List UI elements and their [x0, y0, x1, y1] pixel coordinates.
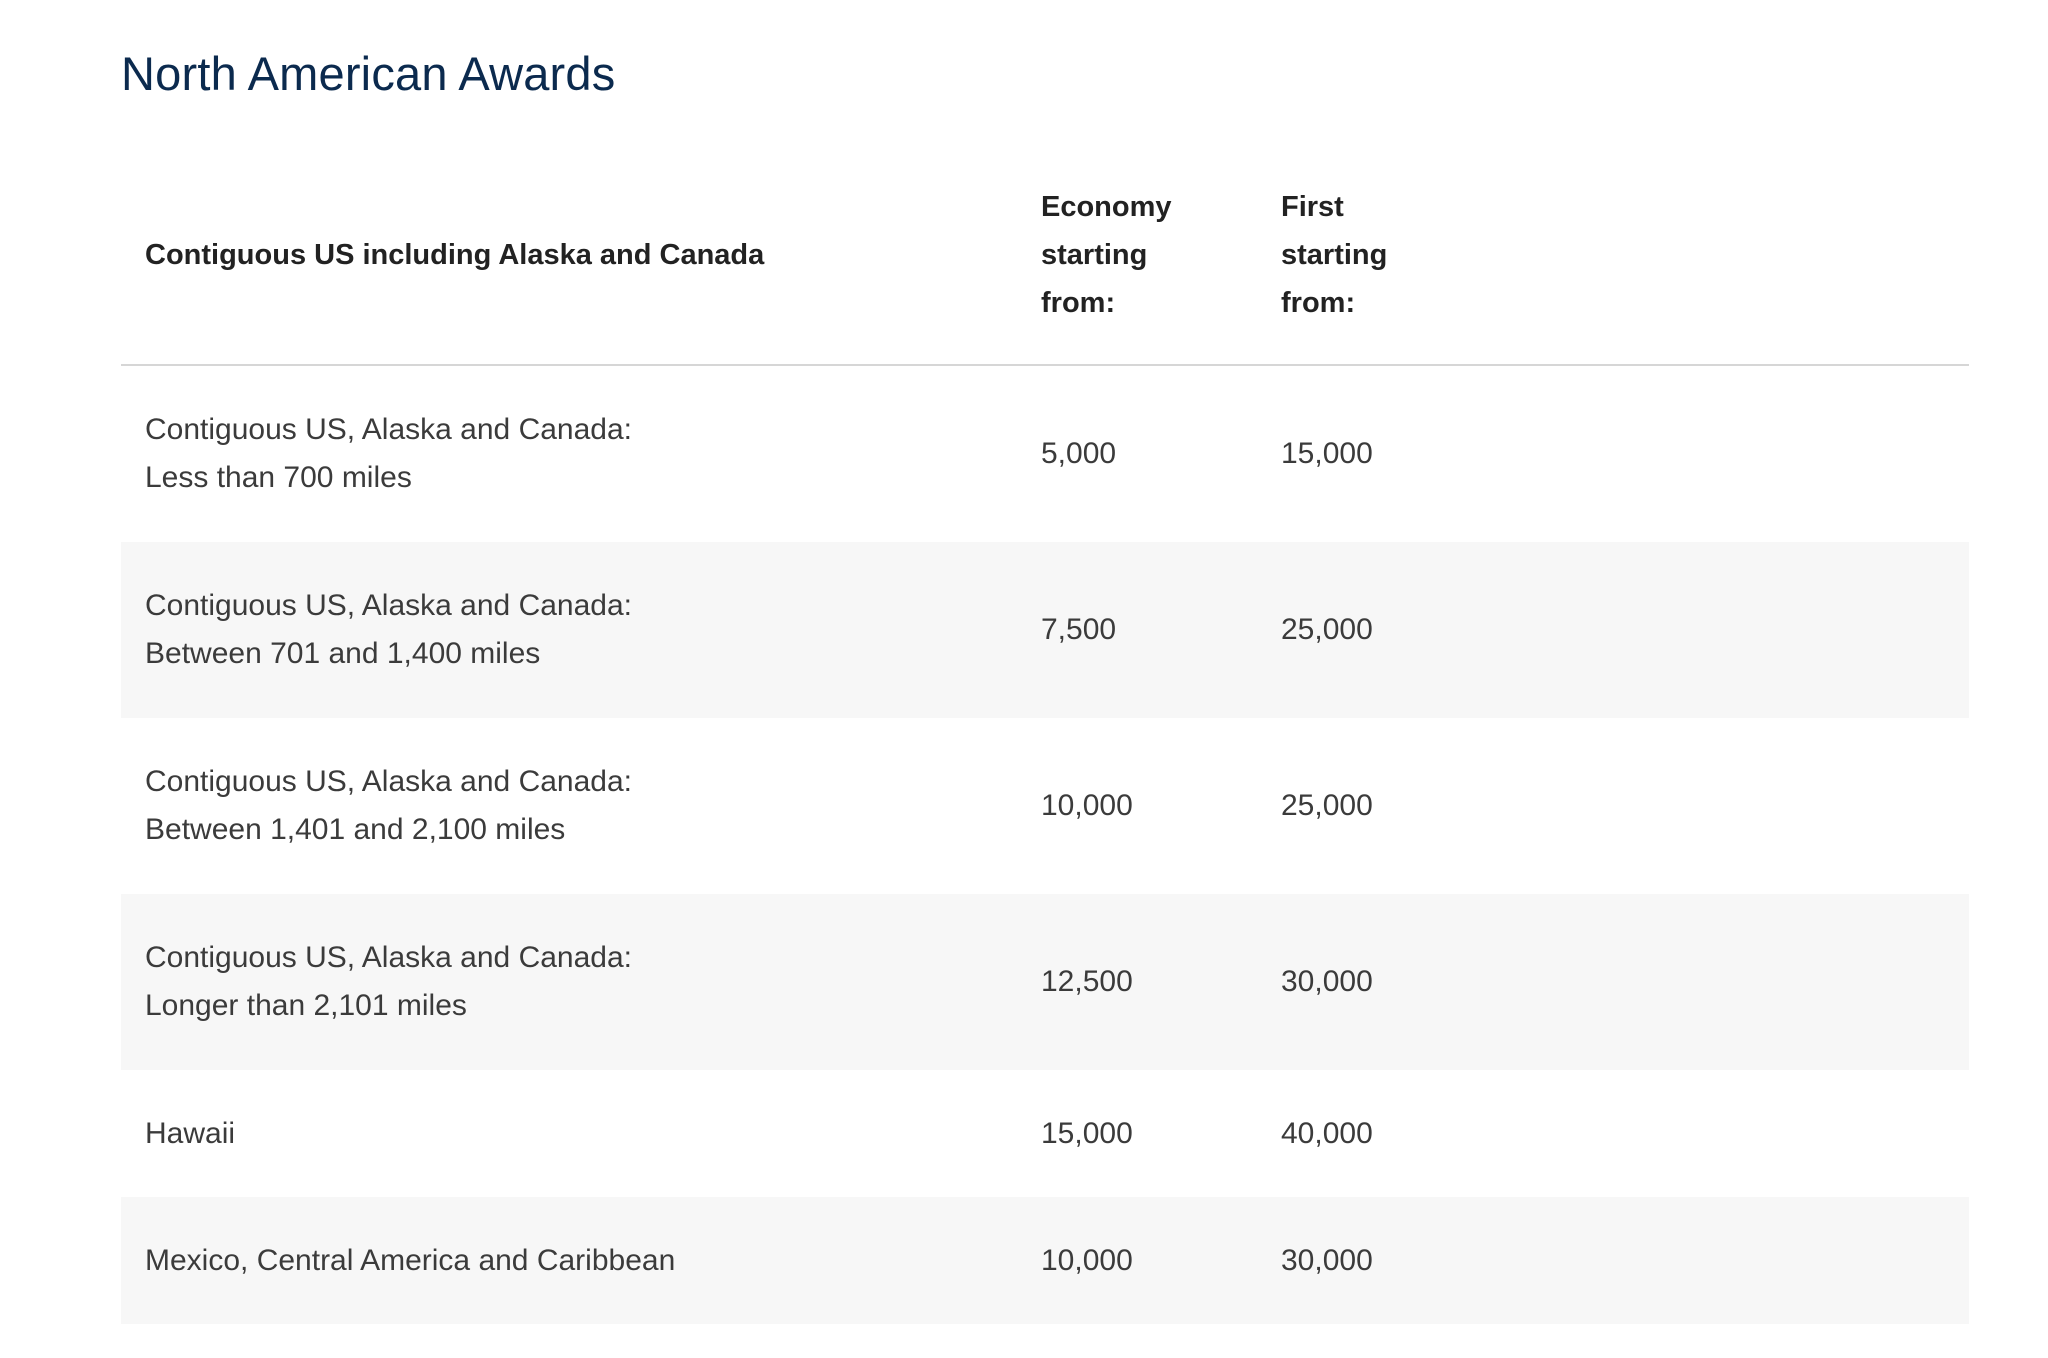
table-row: Contiguous US, Alaska and Canada: Betwee… [121, 718, 1969, 894]
page-title: North American Awards [121, 47, 616, 100]
header-region: Contiguous US including Alaska and Canad… [145, 239, 765, 271]
header-economy-line: starting [1041, 239, 1148, 271]
table-row: Contiguous US, Alaska and Canada: Betwee… [121, 542, 1969, 718]
economy-cell: 10,000 [1041, 1243, 1133, 1277]
economy-cell: 5,000 [1041, 437, 1117, 470]
region-line: Contiguous US, Alaska and Canada: [145, 413, 632, 446]
economy-cell: 10,000 [1041, 789, 1133, 822]
header-economy-line: Economy [1041, 191, 1172, 223]
region-line: Contiguous US, Alaska and Canada: [145, 589, 632, 622]
header-first-line: First [1281, 191, 1344, 223]
header-first-line: from: [1281, 287, 1356, 319]
table-header-row: Contiguous US including Alaska and Canad… [121, 146, 1969, 366]
region-line: Between 1,401 and 2,100 miles [145, 813, 566, 846]
region-line: Between 701 and 1,400 miles [145, 637, 541, 670]
region-line: Mexico, Central America and Caribbean [145, 1243, 676, 1277]
awards-table: Contiguous US including Alaska and Canad… [121, 146, 1969, 1324]
region-cell: Contiguous US, Alaska and Canada: Longer… [121, 934, 1041, 1030]
table-row: Contiguous US, Alaska and Canada: Less t… [121, 366, 1969, 542]
header-first-line: starting [1281, 239, 1388, 271]
table-row: Mexico, Central America and Caribbean 10… [121, 1197, 1969, 1324]
first-cell: 40,000 [1281, 1116, 1373, 1150]
first-cell: 15,000 [1281, 437, 1373, 470]
first-cell: 30,000 [1281, 965, 1373, 998]
table-row: Hawaii 15,000 40,000 [121, 1070, 1969, 1197]
economy-cell: 15,000 [1041, 1116, 1133, 1150]
economy-cell: 7,500 [1041, 613, 1117, 646]
region-cell: Contiguous US, Alaska and Canada: Less t… [121, 406, 1041, 502]
region-line: Contiguous US, Alaska and Canada: [145, 765, 632, 798]
economy-cell: 12,500 [1041, 965, 1133, 998]
table-row: Contiguous US, Alaska and Canada: Longer… [121, 894, 1969, 1070]
region-cell: Mexico, Central America and Caribbean [121, 1237, 1041, 1285]
header-first: First starting from: [1281, 183, 1581, 327]
table-body: Contiguous US, Alaska and Canada: Less t… [121, 366, 1969, 1324]
region-cell: Hawaii [121, 1110, 1041, 1158]
header-economy-line: from: [1041, 287, 1116, 319]
header-economy: Economy starting from: [1041, 183, 1281, 327]
first-cell: 30,000 [1281, 1243, 1373, 1277]
first-cell: 25,000 [1281, 789, 1373, 822]
region-line: Longer than 2,101 miles [145, 989, 467, 1022]
first-cell: 25,000 [1281, 613, 1373, 646]
region-cell: Contiguous US, Alaska and Canada: Betwee… [121, 582, 1041, 678]
region-cell: Contiguous US, Alaska and Canada: Betwee… [121, 758, 1041, 854]
region-line: Hawaii [145, 1116, 236, 1150]
region-line: Contiguous US, Alaska and Canada: [145, 941, 632, 974]
region-line: Less than 700 miles [145, 461, 412, 494]
